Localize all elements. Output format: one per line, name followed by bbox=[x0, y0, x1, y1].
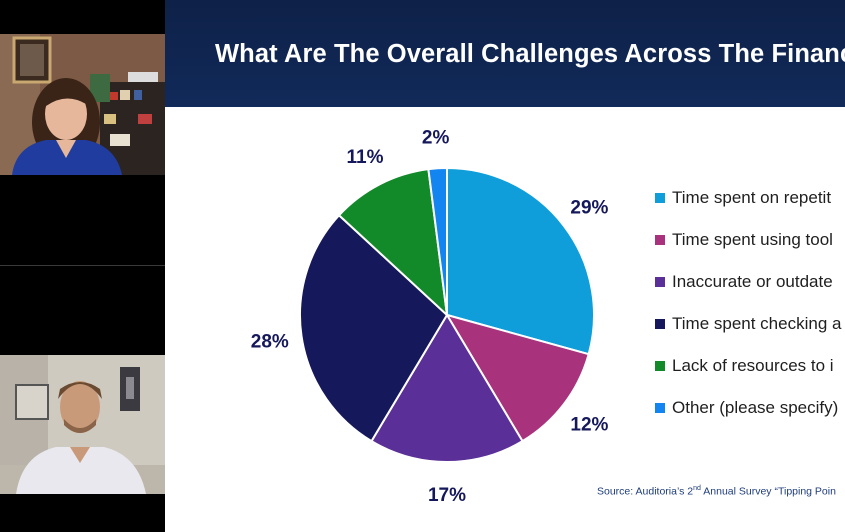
slice-percent-label: 11% bbox=[346, 147, 383, 168]
legend-item: Time spent checking a bbox=[655, 314, 841, 334]
woman-avatar bbox=[0, 34, 165, 175]
legend-item: Inaccurate or outdate bbox=[655, 272, 833, 292]
man-avatar bbox=[0, 355, 165, 494]
tile-divider bbox=[0, 265, 165, 266]
legend-label: Inaccurate or outdate bbox=[672, 272, 833, 291]
slide-title: What Are The Overall Challenges Across T… bbox=[215, 40, 845, 68]
legend-label: Time spent on repetit bbox=[672, 188, 832, 207]
pie-slice bbox=[370, 313, 524, 464]
slice-percent-label: 29% bbox=[570, 198, 608, 219]
slice-percent-label: 12% bbox=[570, 414, 608, 435]
participant-panel bbox=[0, 0, 165, 532]
pie-chart: 29% 12% 17% 28% 11% 2% bbox=[251, 127, 609, 506]
legend-label: Lack of resources to i bbox=[672, 356, 834, 375]
legend-label: Time spent using tool bbox=[672, 230, 833, 249]
legend-swatch bbox=[655, 403, 665, 413]
source-citation: Source: Auditoria’s 2nd Annual Survey “T… bbox=[597, 485, 836, 498]
legend-item: Lack of resources to i bbox=[655, 356, 834, 376]
legend-swatch bbox=[655, 235, 665, 245]
slice-percent-label: 2% bbox=[422, 127, 450, 148]
legend-item: Other (please specify) bbox=[655, 398, 838, 418]
slice-percent-label: 17% bbox=[428, 485, 466, 506]
legend-label: Other (please specify) bbox=[672, 398, 839, 417]
legend-label: Time spent checking a bbox=[672, 314, 842, 333]
participant-video-2[interactable] bbox=[0, 355, 165, 494]
pie-slice bbox=[299, 213, 449, 443]
pie-slice bbox=[337, 168, 449, 318]
presentation-slide: What Are The Overall Challenges Across T… bbox=[165, 0, 845, 532]
legend-swatch bbox=[655, 361, 665, 371]
slice-percent-label: 28% bbox=[251, 331, 289, 352]
pie-slice bbox=[444, 313, 590, 443]
slide-header: What Are The Overall Challenges Across T… bbox=[165, 0, 845, 107]
legend-swatch bbox=[655, 193, 665, 203]
legend-swatch bbox=[655, 277, 665, 287]
pie-slice bbox=[446, 166, 595, 356]
legend-item: Time spent using tool bbox=[655, 230, 833, 250]
participant-video-1[interactable] bbox=[0, 34, 165, 175]
legend-swatch bbox=[655, 319, 665, 329]
pie-slice bbox=[427, 166, 448, 316]
legend-item: Time spent on repetit bbox=[655, 188, 831, 208]
